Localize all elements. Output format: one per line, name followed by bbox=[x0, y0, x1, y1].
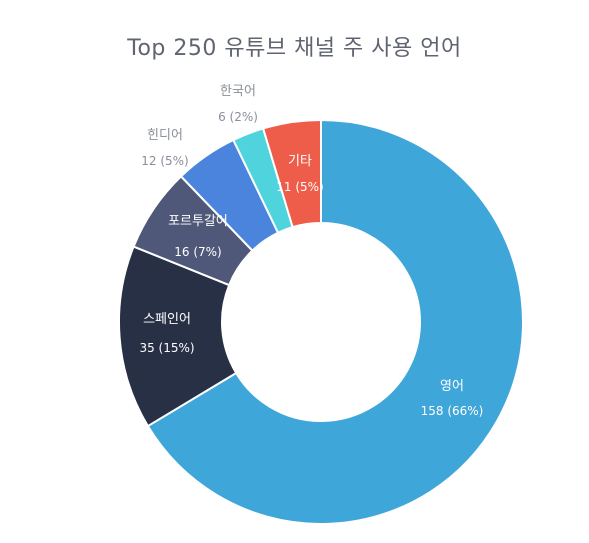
slice-label-0: 영어 bbox=[440, 379, 464, 394]
slice-value-3: 12 (5%) bbox=[141, 154, 188, 168]
slice-value-2: 16 (7%) bbox=[174, 245, 221, 259]
slice-value-1: 35 (15%) bbox=[139, 341, 194, 355]
slice-label-1: 스페인어 bbox=[143, 312, 191, 327]
slice-value-4: 6 (2%) bbox=[218, 110, 258, 124]
slice-label-5: 기타 bbox=[288, 154, 312, 169]
slice-value-0: 158 (66%) bbox=[421, 404, 484, 418]
slice-label-3: 힌디어 bbox=[147, 128, 183, 143]
slice-0[interactable] bbox=[146, 118, 524, 525]
slice-label-2: 포르투갈어 bbox=[168, 214, 228, 229]
chart-title: Top 250 유튜브 채널 주 사용 언어 bbox=[127, 36, 462, 61]
slice-value-5: 11 (5%) bbox=[276, 180, 323, 194]
slice-label-4: 한국어 bbox=[220, 84, 256, 99]
slice-5[interactable] bbox=[261, 118, 322, 229]
